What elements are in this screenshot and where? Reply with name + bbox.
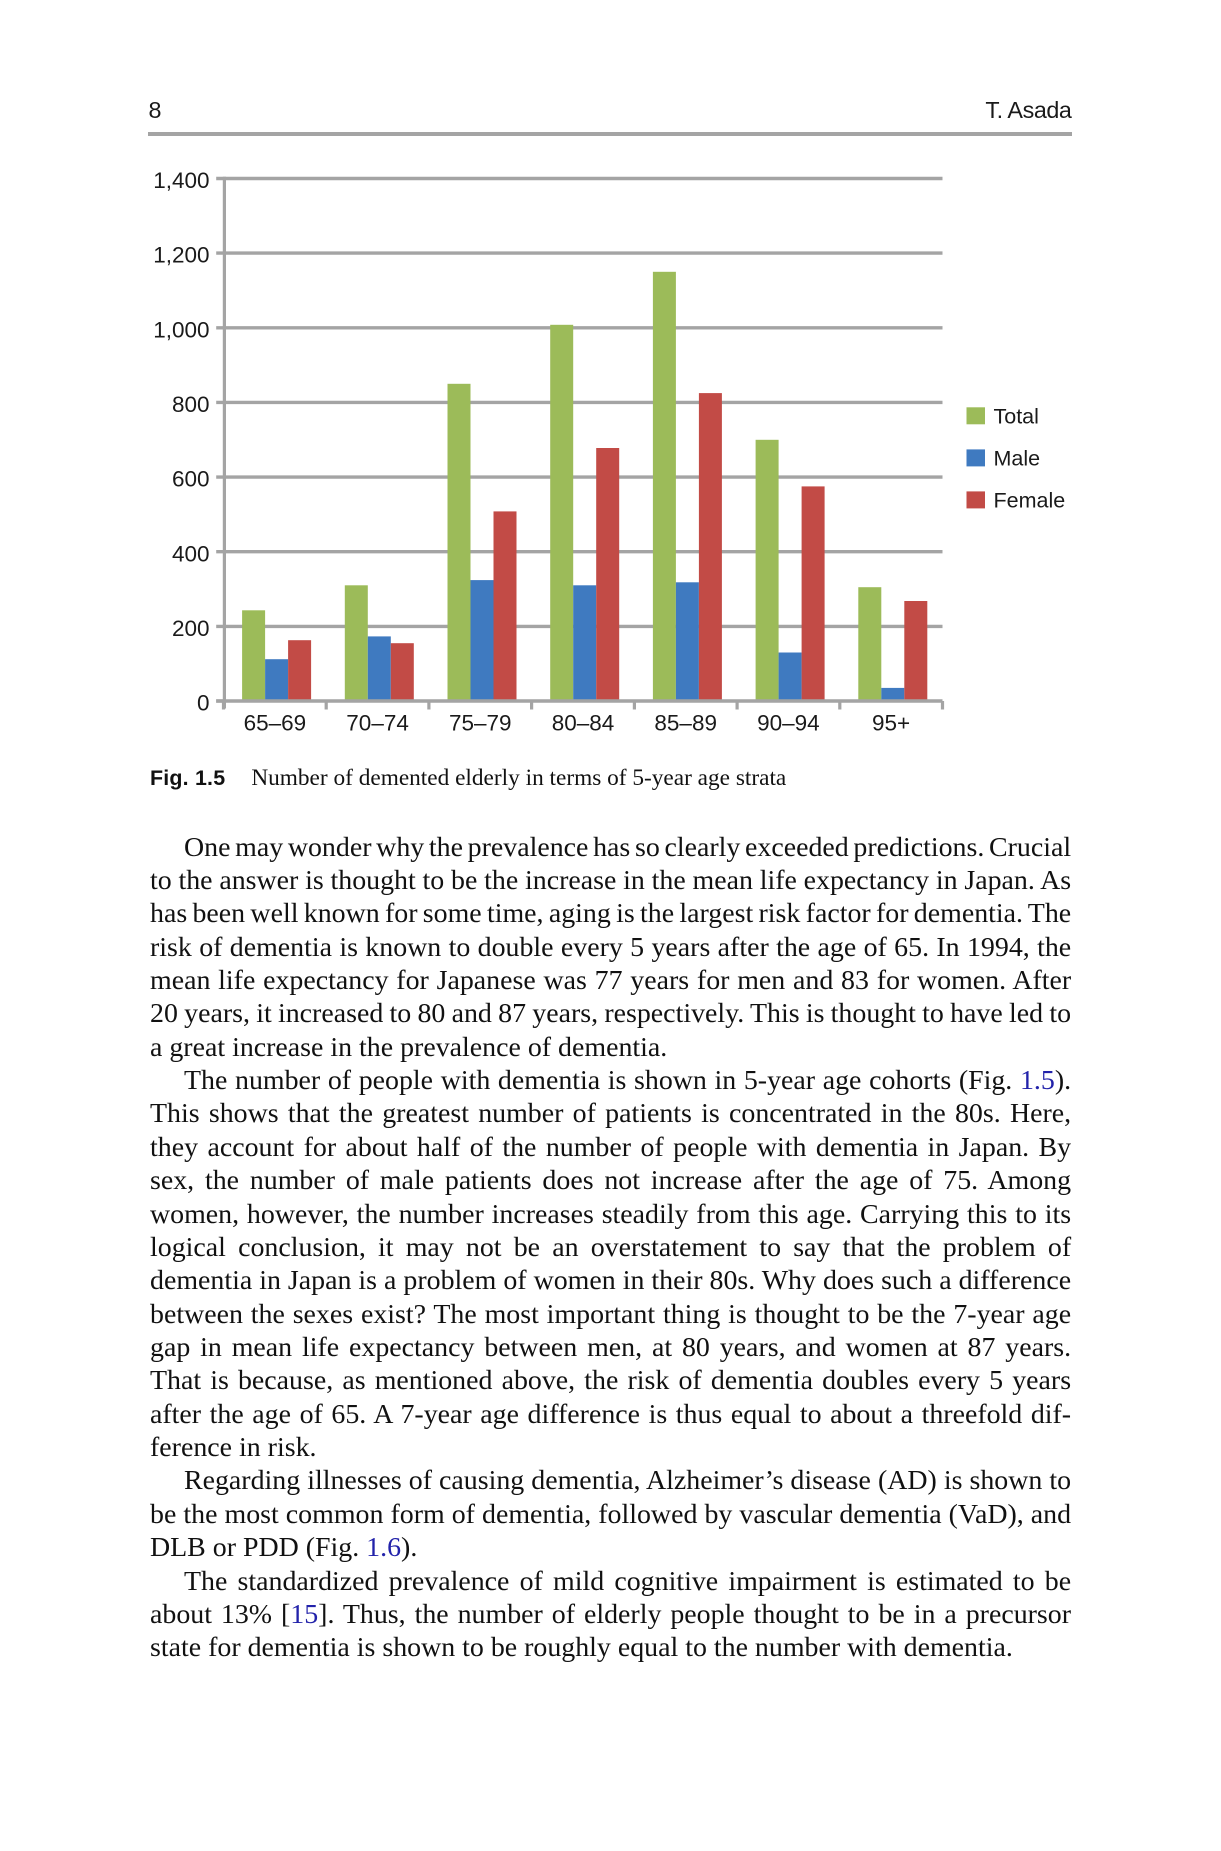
- svg-text:75–79: 75–79: [449, 711, 512, 736]
- svg-text:80–84: 80–84: [552, 711, 615, 736]
- svg-text:1,200: 1,200: [153, 243, 209, 268]
- svg-text:Male: Male: [994, 447, 1041, 471]
- svg-text:200: 200: [172, 616, 210, 641]
- svg-text:600: 600: [172, 467, 210, 492]
- svg-text:70–74: 70–74: [346, 711, 409, 736]
- svg-text:Total: Total: [994, 405, 1039, 429]
- svg-text:90–94: 90–94: [757, 711, 820, 736]
- svg-text:400: 400: [172, 541, 210, 566]
- svg-text:1,400: 1,400: [153, 168, 209, 193]
- svg-text:65–69: 65–69: [244, 711, 307, 736]
- svg-text:Female: Female: [994, 489, 1066, 513]
- svg-text:800: 800: [172, 392, 210, 417]
- svg-text:85–89: 85–89: [654, 711, 717, 736]
- svg-text:1,000: 1,000: [153, 317, 209, 342]
- svg-text:95+: 95+: [872, 711, 910, 736]
- svg-text:0: 0: [197, 691, 210, 716]
